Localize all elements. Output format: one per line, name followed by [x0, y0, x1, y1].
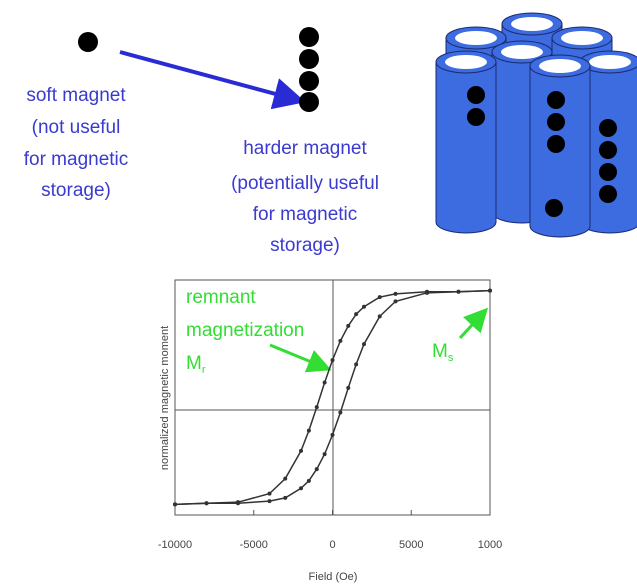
- data-point: [299, 449, 303, 453]
- data-point: [205, 501, 209, 505]
- data-point: [331, 433, 335, 437]
- cylinder-hole: [511, 17, 553, 31]
- data-point: [307, 429, 311, 433]
- data-point: [362, 305, 366, 309]
- x-tick-label: -10000: [158, 539, 192, 551]
- magnet-dot: [599, 141, 617, 159]
- cylinder-hole: [455, 31, 497, 45]
- nanotube-array: [436, 13, 637, 237]
- magnet-dot: [599, 163, 617, 181]
- magnet-dot: [547, 91, 565, 109]
- data-point: [394, 292, 398, 296]
- annotation: Ms: [432, 341, 454, 364]
- page: {"diagram": { "soft_magnet": ["soft magn…: [0, 0, 637, 586]
- label: for magnetic: [253, 204, 358, 225]
- y-axis-label: normalized magnetic moment: [159, 326, 171, 470]
- magnet-dot: [599, 185, 617, 203]
- magnet-dot: [467, 108, 485, 126]
- data-point: [378, 314, 382, 318]
- data-point: [268, 499, 272, 503]
- label: storage): [270, 235, 340, 256]
- arrow: [460, 312, 484, 338]
- cylinder-hole: [445, 55, 487, 69]
- data-point: [338, 339, 342, 343]
- arrow: [270, 345, 326, 368]
- x-tick-label: -5000: [240, 539, 268, 551]
- magnet-dot: [547, 113, 565, 131]
- data-point: [283, 496, 287, 500]
- data-point: [173, 502, 177, 506]
- cylinder: [436, 62, 496, 233]
- annotation: magnetization: [186, 320, 304, 341]
- magnet-dot: [467, 86, 485, 104]
- label: soft magnet: [26, 85, 126, 106]
- x-tick-label: 0: [329, 539, 335, 551]
- subscript: r: [202, 364, 206, 376]
- data-point: [331, 358, 335, 362]
- cylinder-hole: [589, 55, 631, 69]
- data-point: [354, 362, 358, 366]
- data-point: [354, 312, 358, 316]
- magnet-dot: [547, 135, 565, 153]
- x-tick-label: 5000: [399, 539, 423, 551]
- cylinder-hole: [561, 31, 603, 45]
- data-point: [307, 479, 311, 483]
- data-point: [378, 295, 382, 299]
- arrow: [120, 52, 298, 100]
- data-point: [315, 405, 319, 409]
- data-point: [323, 381, 327, 385]
- hard-magnet-text: harder magnet (potentially useful for ma…: [231, 138, 379, 256]
- data-point: [394, 299, 398, 303]
- label: M: [186, 353, 202, 374]
- hard-magnet-dots: [299, 27, 319, 112]
- soft-magnet-text: soft magnet (not useful for magnetic sto…: [24, 85, 129, 201]
- label: storage): [41, 180, 111, 201]
- data-point: [323, 452, 327, 456]
- cylinder-hole: [539, 59, 581, 73]
- magnet-dot: [599, 119, 617, 137]
- data-point: [488, 289, 492, 293]
- subscript: s: [448, 352, 454, 364]
- data-point: [346, 386, 350, 390]
- label: harder magnet: [243, 138, 367, 159]
- label: M: [432, 341, 448, 362]
- data-point: [425, 291, 429, 295]
- label: (potentially useful: [231, 173, 379, 194]
- data-point: [283, 477, 287, 481]
- data-point: [299, 486, 303, 490]
- soft-magnet-dot: [78, 32, 98, 52]
- label: (not useful: [32, 117, 121, 138]
- magnet-dot: [545, 199, 563, 217]
- data-point: [268, 492, 272, 496]
- annotation: Mr: [186, 353, 206, 376]
- data-point: [315, 467, 319, 471]
- x-tick-label: 1000: [478, 539, 502, 551]
- cylinder-hole: [501, 45, 543, 59]
- label: for magnetic: [24, 149, 129, 170]
- chart: Field (Oe) normalized magnetic moment re…: [158, 280, 502, 583]
- data-point: [236, 501, 240, 505]
- annotation: remnant: [186, 287, 256, 308]
- data-point: [346, 324, 350, 328]
- data-point: [338, 410, 342, 414]
- x-axis-label: Field (Oe): [309, 571, 358, 583]
- figure: soft magnet (not useful for magnetic sto…: [0, 0, 637, 586]
- data-point: [457, 290, 461, 294]
- data-point: [362, 342, 366, 346]
